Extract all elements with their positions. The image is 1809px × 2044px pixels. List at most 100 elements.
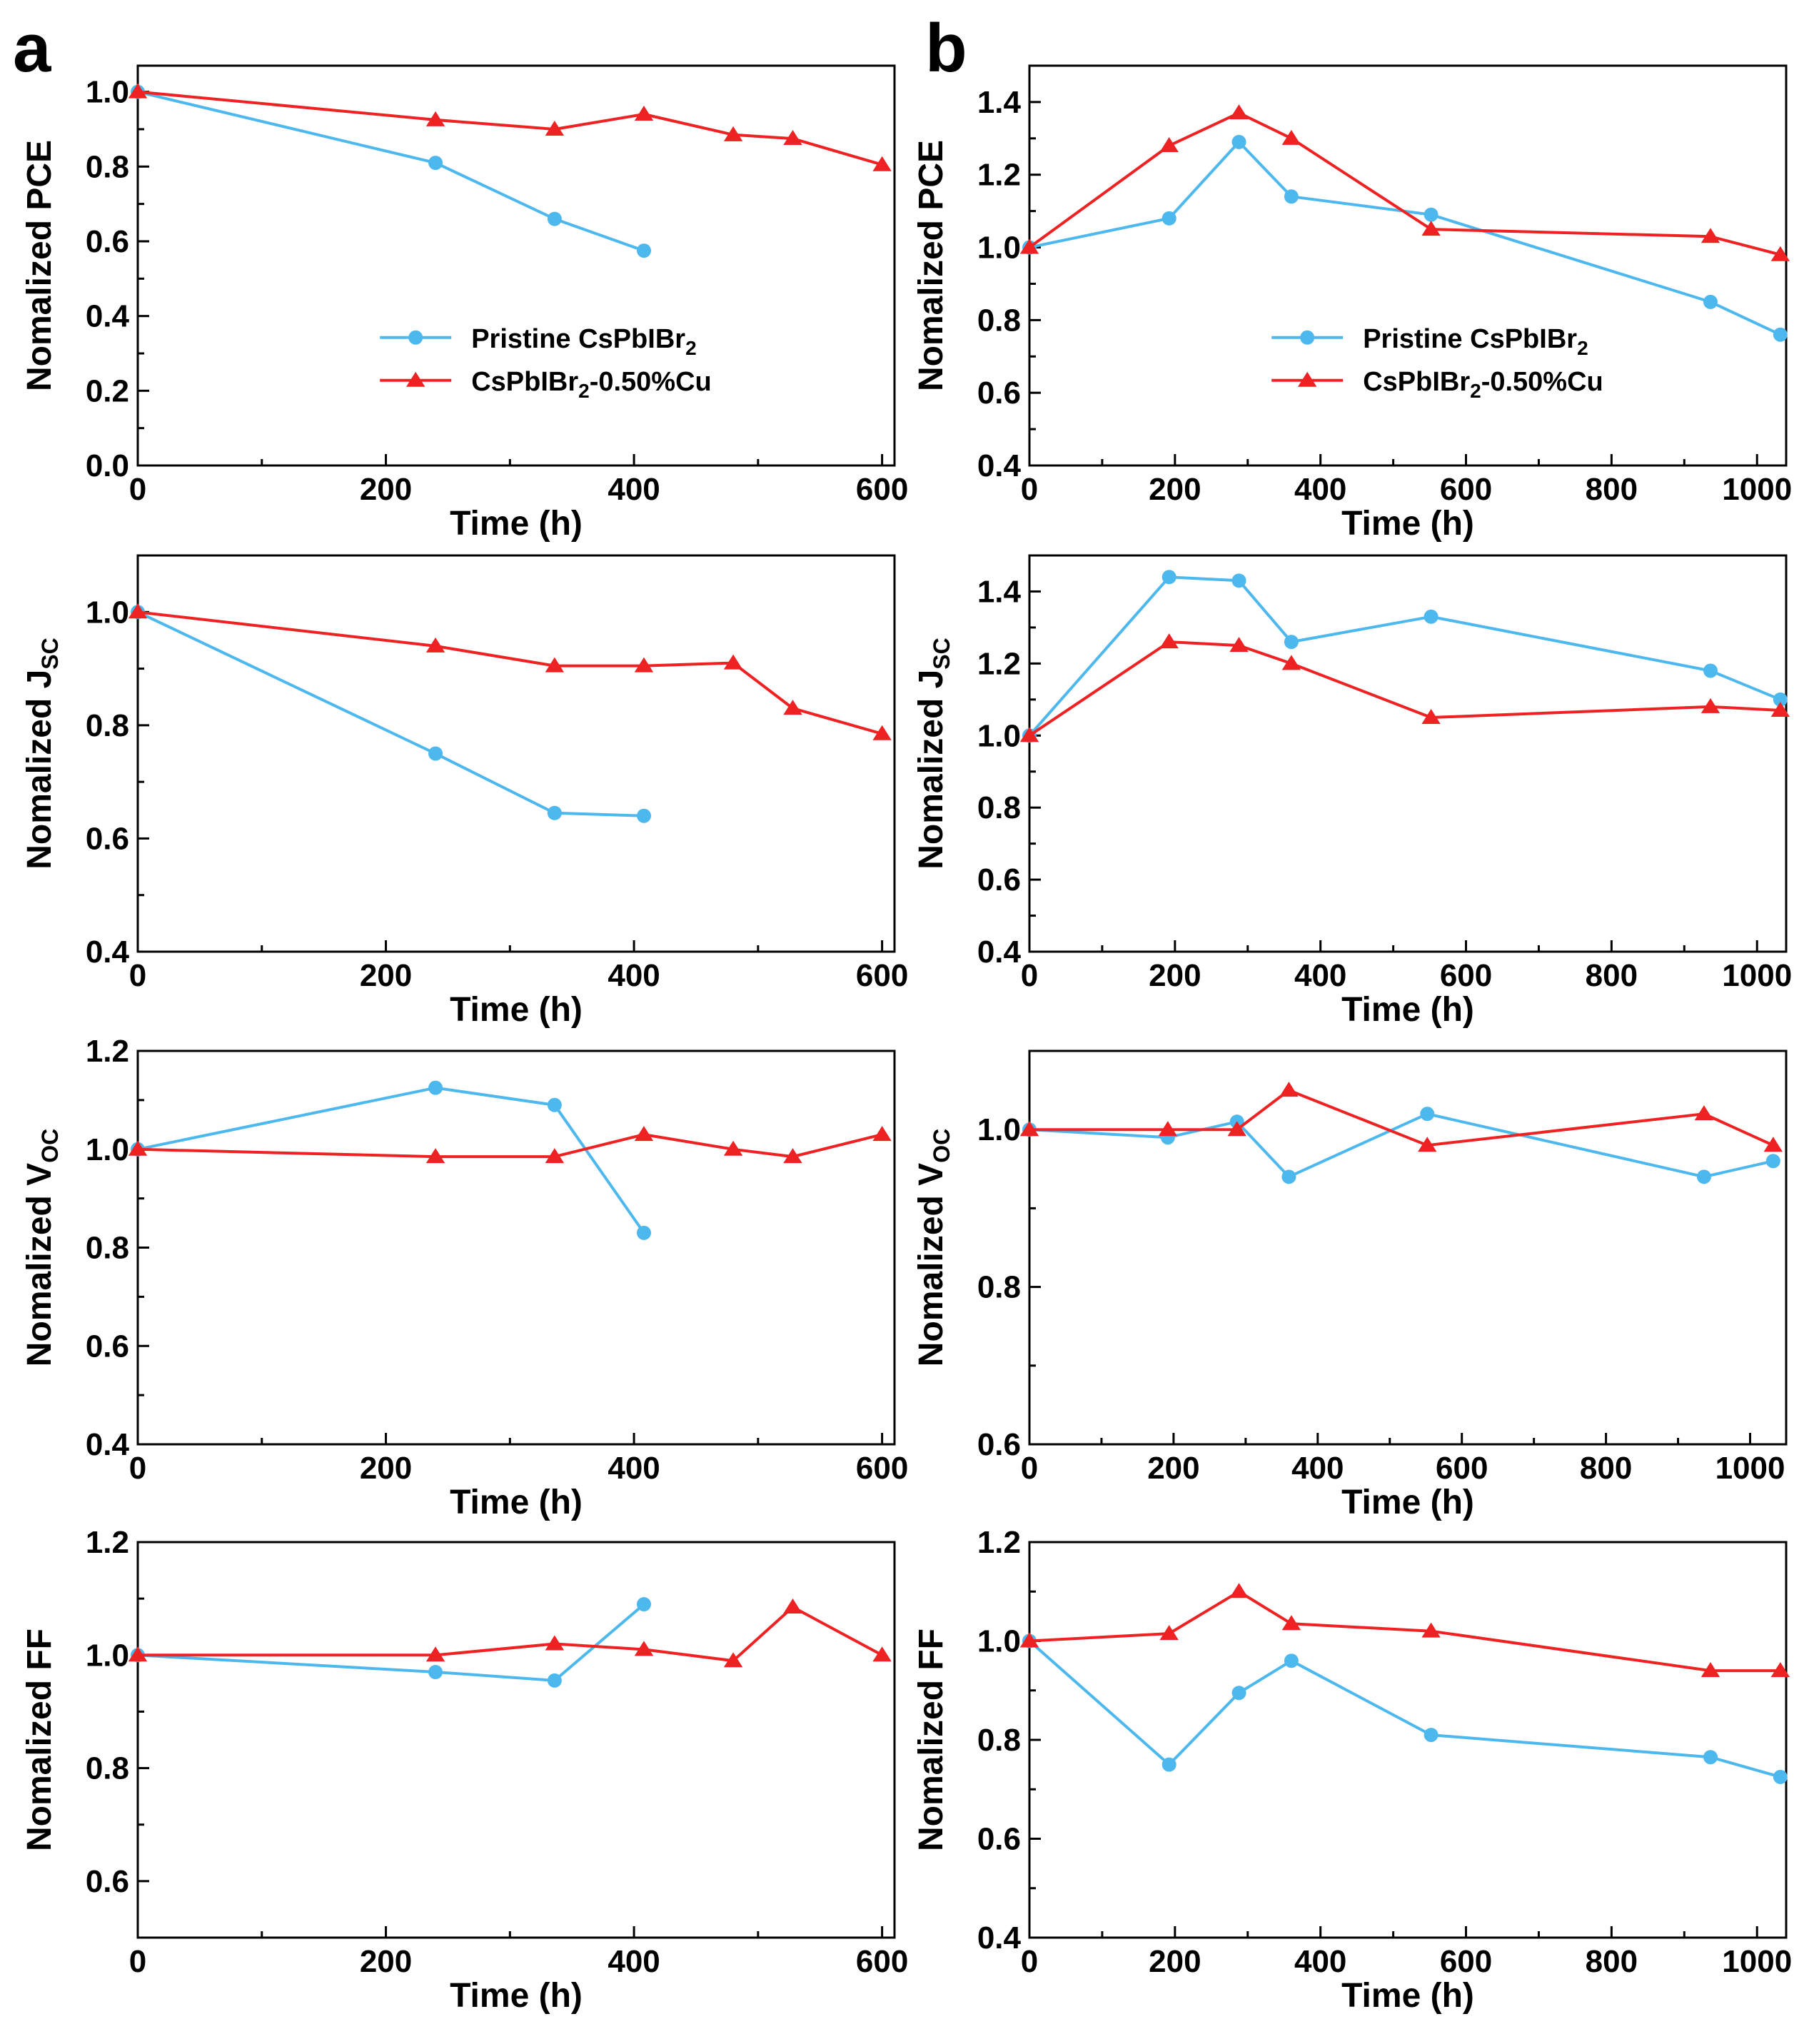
data-point-cu (128, 83, 148, 99)
data-point-pristine (1284, 1653, 1299, 1668)
x-tick-label: 600 (856, 1451, 908, 1486)
x-tick-label: 1000 (1722, 1944, 1792, 1979)
data-point-cu (1421, 221, 1441, 236)
x-tick-label: 400 (1294, 1944, 1346, 1979)
x-tick-label: 400 (1294, 958, 1346, 993)
data-point-cu (1281, 655, 1301, 670)
y-tick-label: 1.4 (977, 574, 1022, 609)
series-line-cu (137, 90, 883, 166)
data-point-cu (634, 106, 654, 121)
data-point-pristine (1284, 189, 1299, 204)
data-point-pristine (1696, 1169, 1711, 1184)
data-point-pristine (1420, 1107, 1435, 1122)
y-tick-label: 0.4 (977, 448, 1022, 483)
x-tick-label: 0 (129, 1451, 146, 1486)
legend-label-cu: CsPbIBr2-0.50%Cu (1363, 367, 1603, 402)
data-point-cu (872, 1126, 892, 1142)
data-point-cu (1421, 1622, 1441, 1638)
y-tick-label: 0.6 (977, 376, 1021, 411)
x-axis-title: Time (h) (1341, 991, 1474, 1029)
plot-frame (1028, 554, 1788, 953)
data-point-cu (872, 725, 892, 740)
y-tick-label: 1.2 (86, 1034, 129, 1069)
data-point-cu (1770, 246, 1790, 261)
x-tick-label: 400 (608, 1451, 660, 1486)
y-tick-label: 1.0 (977, 718, 1021, 753)
x-tick-label: 600 (856, 958, 908, 993)
x-tick-label: 0 (1021, 472, 1038, 507)
x-tick-label: 0 (129, 472, 146, 507)
data-point-cu (1019, 1632, 1039, 1648)
y-tick-label: 0.6 (977, 1822, 1021, 1857)
y-axis-title: Nomalized VOC (21, 1129, 63, 1366)
y-tick-label: 0.6 (977, 1427, 1021, 1462)
y-axis-title: Nomalized FF (912, 1628, 950, 1851)
data-point-pristine (547, 1673, 562, 1688)
x-tick-label: 800 (1580, 1451, 1632, 1486)
x-tick-label: 400 (1291, 1451, 1344, 1486)
data-point-cu (783, 130, 802, 146)
y-tick-label: 0.8 (86, 1231, 129, 1266)
data-point-cu (783, 700, 802, 715)
y-tick-label: 0.6 (977, 862, 1021, 897)
data-point-pristine (636, 808, 651, 823)
data-point-cu (128, 603, 148, 619)
y-tick-label: 1.2 (977, 158, 1021, 193)
data-point-cu (1763, 1137, 1783, 1152)
data-point-pristine (1231, 134, 1246, 149)
y-tick-label: 0.4 (86, 299, 130, 334)
data-point-cu (425, 1148, 445, 1164)
x-tick-label: 0 (129, 958, 146, 993)
y-tick-label: 0.4 (977, 1920, 1022, 1955)
data-point-cu (128, 1140, 148, 1156)
data-point-cu (545, 657, 565, 673)
x-axis-title: Time (h) (450, 991, 583, 1029)
x-tick-label: 200 (360, 958, 412, 993)
series-line-cu (137, 1133, 883, 1159)
x-tick-label: 200 (1149, 1944, 1201, 1979)
data-point-pristine (428, 1080, 443, 1095)
data-point-cu (783, 1599, 802, 1614)
y-tick-label: 1.0 (977, 231, 1021, 266)
y-tick-label: 1.4 (977, 85, 1022, 120)
data-point-pristine (547, 1097, 562, 1112)
series-line-cu (137, 610, 883, 735)
data-point-pristine (1773, 692, 1788, 707)
data-point-pristine (636, 1597, 651, 1612)
series-line-cu (1028, 640, 1780, 737)
plot-frame (136, 1541, 896, 1939)
x-tick-label: 800 (1586, 472, 1638, 507)
y-tick-label: 0.6 (86, 224, 129, 259)
data-point-pristine (1162, 1757, 1176, 1772)
series-line-pristine (1028, 1640, 1781, 1778)
x-tick-label: 600 (1440, 472, 1492, 507)
x-tick-label: 200 (1149, 958, 1201, 993)
y-tick-label: 1.0 (977, 1624, 1021, 1659)
data-point-cu (872, 156, 892, 171)
data-point-pristine (1773, 327, 1788, 342)
data-point-pristine (1773, 1769, 1788, 1784)
y-tick-label: 0.8 (86, 1751, 129, 1786)
chart-b-jsc: 0 200 400 600 800 1000 0.4 0.6 0.8 1.0 1.2 1.4 Time … (912, 554, 1792, 1029)
data-point-pristine (1703, 663, 1718, 678)
y-tick-label: 0.4 (977, 935, 1022, 970)
x-axis-title: Time (h) (1341, 1484, 1474, 1521)
y-tick-label: 1.0 (86, 595, 129, 630)
data-point-cu (1279, 1082, 1299, 1097)
chart-b-voc: 0 200 400 600 800 1000 0.6 0.8 1.0 Time (h) Nomali… (912, 1049, 1788, 1521)
chart-a-jsc: 0 200 400 600 0.4 0.6 0.8 1.0 Time (h) Nomalized … (21, 554, 908, 1029)
x-tick-label: 400 (608, 472, 660, 507)
data-point-cu (723, 1140, 743, 1156)
x-tick-label: 800 (1586, 958, 1638, 993)
charts-container: 0 200 400 600 0.0 0.2 0.4 0.6 0.8 1.0 Time (h) Noma… (21, 64, 1792, 2015)
x-tick-label: 600 (1440, 958, 1492, 993)
chart-a-pce: 0 200 400 600 0.0 0.2 0.4 0.6 0.8 1.0 Time (h) Noma… (21, 64, 908, 543)
x-tick-label: 200 (360, 472, 412, 507)
data-point-cu (1700, 698, 1720, 713)
legend-marker-cu (406, 371, 425, 387)
y-tick-label: 0.8 (977, 790, 1021, 825)
x-tick-label: 400 (608, 958, 660, 993)
y-tick-label: 0.4 (86, 1427, 130, 1462)
data-point-pristine (428, 1665, 443, 1680)
